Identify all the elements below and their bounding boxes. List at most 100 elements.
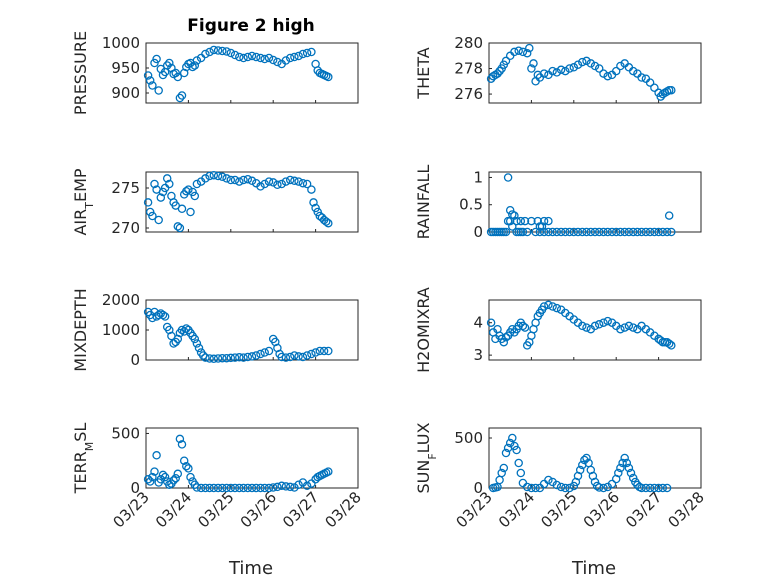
data-point [218,46,227,56]
data-point [544,475,553,485]
data-point [658,483,668,493]
data-point [641,227,651,237]
data-point [175,434,185,444]
data-point [512,227,521,237]
data-point [569,227,579,237]
data-point [158,470,168,480]
y-axis-label: MIXDEPTH [71,288,90,371]
y-tick-label: 0 [473,223,483,241]
data-point [645,227,655,237]
data-point [260,179,269,189]
data-point [230,50,240,60]
data-point [599,227,608,237]
data-point [247,483,257,493]
data-point [205,171,214,181]
x-tick-label: 03/26 [580,488,623,531]
data-point [664,211,674,220]
data-point [637,483,646,493]
data-point [285,175,295,185]
data-point [628,66,638,76]
data-point [603,227,612,237]
data-point [209,483,219,493]
data-point [298,178,308,188]
data-point [307,47,316,57]
data-point [251,351,261,360]
data-point [201,174,210,183]
data-point [285,53,295,63]
data-point [603,316,612,326]
data-point [235,177,244,186]
data-point [624,321,634,331]
data-point [173,222,183,231]
data-point [307,185,316,194]
y-tick-label: 0 [473,479,483,497]
y-axis-label: AIRTEMP [71,168,96,235]
data-point [573,227,583,237]
data-point [169,339,178,348]
data-point [662,483,672,493]
data-point [645,483,655,493]
data-point [309,198,318,207]
data-point [529,59,538,68]
data-point [145,477,155,486]
data-point [620,323,629,332]
data-point [264,177,274,186]
data-point [575,465,585,475]
data-point [561,66,570,76]
data-point [222,47,231,56]
data-point [213,354,223,363]
data-point [294,51,303,61]
data-point [620,453,629,463]
data-point [165,58,174,68]
data-point [539,302,549,311]
y-axis-label: SUNFLUX [414,422,439,493]
y-tick-label: 278 [454,60,483,78]
y-axis-label: THETA [414,47,433,99]
data-point [508,222,517,231]
data-point [226,353,236,363]
data-point [243,483,253,493]
data-point [173,72,183,82]
data-point [145,76,155,85]
data-point [171,68,180,78]
data-point [281,177,291,186]
data-point [645,78,655,87]
data-point [273,482,282,492]
data-point [510,47,519,57]
data-point [201,353,210,362]
data-point [268,55,278,65]
data-point [264,53,274,63]
data-point [260,348,269,357]
data-point [582,323,591,332]
data-point [628,227,638,237]
data-point [260,483,269,493]
data-point [243,352,253,362]
y-tick-label: 270 [111,219,140,237]
data-point [565,483,574,493]
data-point [226,48,236,58]
data-point [516,216,526,226]
data-point [213,171,223,181]
data-point [539,216,549,226]
data-point [531,227,540,237]
data-point [548,227,557,237]
data-point [324,467,333,476]
data-point [277,352,286,362]
data-point [620,227,629,237]
data-point [213,46,223,55]
data-point [281,56,291,65]
x-tick-label: 03/25 [537,488,580,531]
data-point [194,343,204,353]
data-point [158,187,168,197]
data-point [226,175,236,185]
data-point [599,483,608,493]
data-point [143,198,153,207]
data-point [313,207,322,217]
data-point [158,310,168,320]
data-point [150,467,159,476]
subplot-1: 900 950 1000 PRESSURE [71,31,359,115]
data-point [307,349,316,359]
